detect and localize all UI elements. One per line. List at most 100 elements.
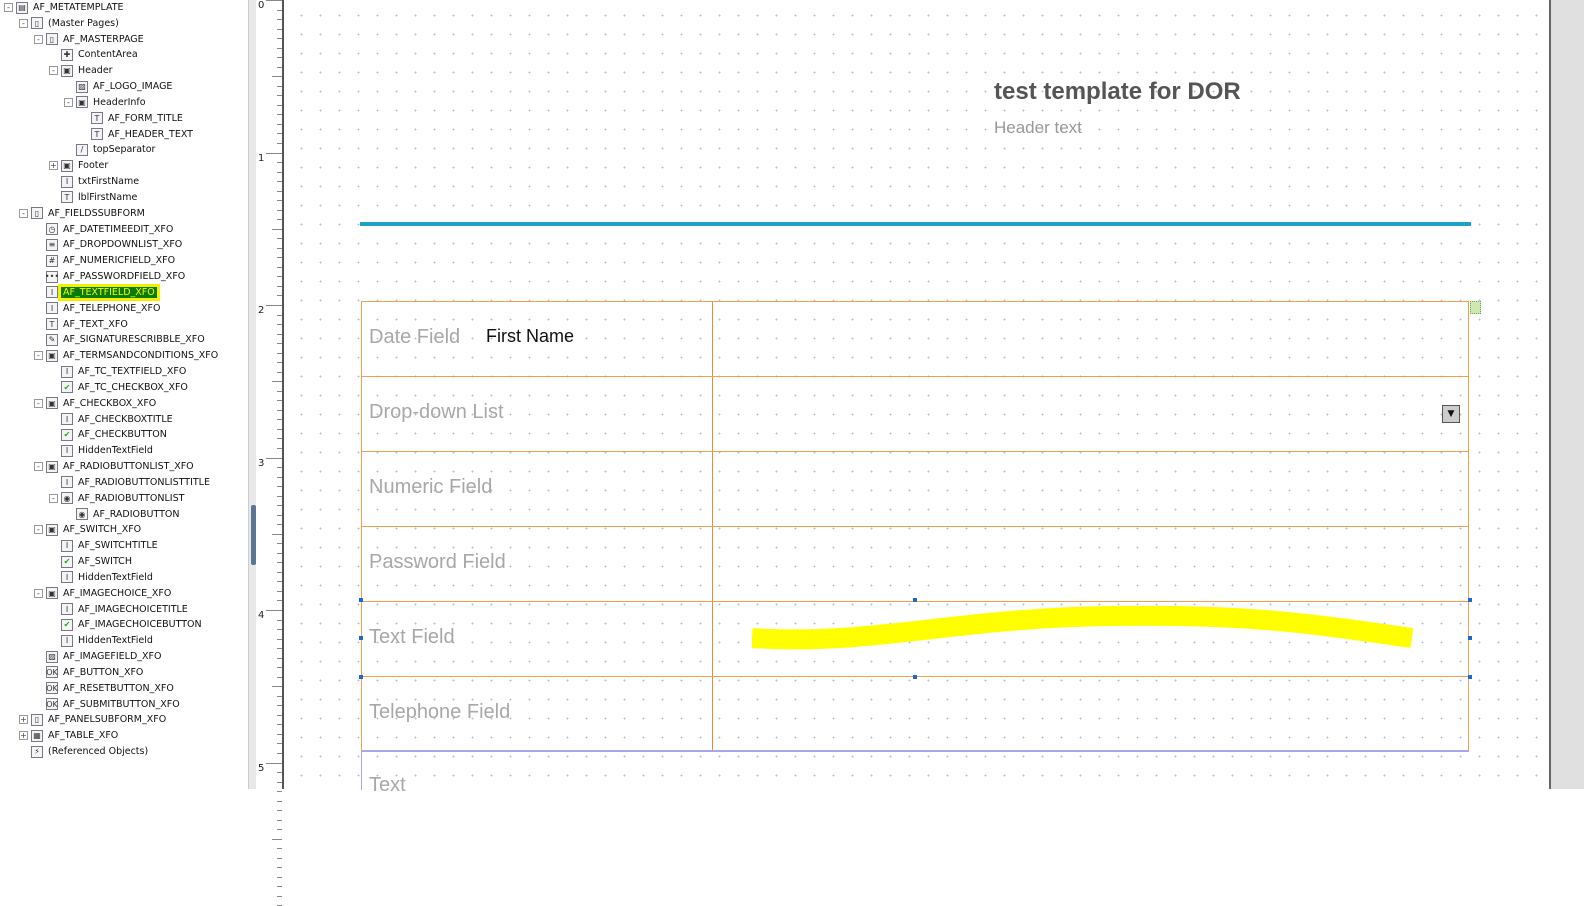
tree-item[interactable]: I HiddenTextField xyxy=(49,443,155,458)
selection-handle[interactable] xyxy=(913,675,917,679)
selection-handle[interactable] xyxy=(1468,675,1472,679)
tree-item[interactable]: - ▣ AF_IMAGECHOICE_XFO xyxy=(34,586,173,601)
tree-item[interactable]: I AF_IMAGECHOICETITLE xyxy=(49,602,190,617)
tree-item[interactable]: ▨ AF_IMAGEFIELD_XFO xyxy=(34,649,163,664)
collapse-icon[interactable]: - xyxy=(4,3,13,12)
form-field-row[interactable]: Numeric Field xyxy=(361,451,1469,526)
tree-item[interactable]: OK AF_RESETBUTTON_XFO xyxy=(34,681,176,696)
collapse-icon[interactable]: - xyxy=(19,208,28,218)
tree-item[interactable]: - ▤ AF_METATEMPLATE xyxy=(4,0,126,15)
dropdown-arrow-icon[interactable]: ▼ xyxy=(1442,405,1460,423)
tree-item[interactable]: T AF_HEADER_TEXT xyxy=(79,127,195,142)
tree-item[interactable]: - ▯ (Master Pages) xyxy=(19,16,121,31)
ruler-tick xyxy=(277,848,282,850)
collapse-icon[interactable]: - xyxy=(49,66,58,76)
tree-item[interactable]: + ▯ AF_PANELSUBFORM_XFO xyxy=(19,712,168,727)
panel-splitter[interactable] xyxy=(248,0,256,789)
subform-marker-icon[interactable] xyxy=(1470,301,1481,314)
tree-item[interactable]: - ▯ AF_FIELDSSUBFORM xyxy=(19,206,147,221)
tree-item[interactable]: ◷ AF_DATETIMEEDIT_XFO xyxy=(34,222,175,237)
tree-item[interactable]: - ▣ HeaderInfo xyxy=(64,95,148,110)
ruler-tick xyxy=(266,152,282,154)
collapse-icon[interactable]: - xyxy=(34,34,43,44)
form-title[interactable]: test template for DOR xyxy=(994,78,1241,105)
collapse-icon[interactable]: - xyxy=(64,97,73,107)
design-canvas[interactable]: test template for DOR Header text Date F… xyxy=(286,0,1549,796)
tree-item[interactable]: OK AF_BUTTON_XFO xyxy=(34,665,145,680)
expand-icon[interactable]: + xyxy=(49,161,58,171)
right-scroll-area[interactable] xyxy=(1549,0,1584,789)
tree-item[interactable]: I AF_TC_TEXTFIELD_XFO xyxy=(49,364,188,379)
tree-item[interactable]: T AF_FORM_TITLE xyxy=(79,111,185,126)
selection-handle[interactable] xyxy=(359,675,363,679)
first-name-label[interactable]: First Name xyxy=(486,326,575,346)
tree-item[interactable]: ⚡ (Referenced Objects) xyxy=(19,744,150,759)
ruler-tick xyxy=(266,610,282,611)
tree-item[interactable]: ▨ AF_LOGO_IMAGE xyxy=(64,79,174,94)
tree-item-label: AF_IMAGECHOICETITLE xyxy=(78,603,188,615)
tree-item[interactable]: - ▣ AF_SWITCH_XFO xyxy=(34,522,143,537)
ruler-tick xyxy=(277,829,282,831)
form-field-row[interactable]: Text xyxy=(361,750,1469,796)
ruler-tick xyxy=(277,886,282,888)
tree-item[interactable]: ✔ AF_CHECKBUTTON xyxy=(49,427,169,442)
form-field-row[interactable]: Password Field xyxy=(361,526,1469,601)
tree-item[interactable]: - ▣ AF_CHECKBOX_XFO xyxy=(34,396,158,411)
collapse-icon[interactable]: - xyxy=(49,493,58,503)
header-text[interactable]: Header text xyxy=(994,118,1082,137)
tree-item[interactable]: T AF_TEXT_XFO xyxy=(34,317,130,332)
expand-icon[interactable]: + xyxy=(19,715,28,725)
tree-item[interactable]: I AF_SWITCHTITLE xyxy=(49,538,160,553)
tree-item-label: AF_PANELSUBFORM_XFO xyxy=(48,714,167,726)
selection-handle[interactable] xyxy=(359,636,363,640)
collapse-icon[interactable]: - xyxy=(34,462,43,472)
tree-item[interactable]: ≡ AF_DROPDOWNLIST_XFO xyxy=(34,237,184,252)
page-icon: ▯ xyxy=(31,713,43,726)
ruler-tick xyxy=(277,486,282,488)
tree-item[interactable]: + ▦ AF_TABLE_XFO xyxy=(19,728,120,743)
expand-icon[interactable]: + xyxy=(19,731,28,741)
tree-item[interactable]: - ◉ AF_RADIOBUTTONLIST xyxy=(49,491,186,506)
tree-item[interactable]: ✔ AF_IMAGECHOICEBUTTON xyxy=(49,617,204,632)
collapse-icon[interactable]: - xyxy=(34,525,43,535)
tree-item[interactable]: I HiddenTextField xyxy=(49,633,155,648)
form-field-row[interactable]: Drop-down List xyxy=(361,376,1469,451)
selection-handle[interactable] xyxy=(1468,636,1472,640)
subform-icon: ▣ xyxy=(46,397,58,410)
ruler-tick xyxy=(277,333,282,335)
tree-item[interactable]: / topSeparator xyxy=(64,142,157,157)
selection-handle[interactable] xyxy=(913,598,917,602)
tree-item[interactable]: - ▣ AF_RADIOBUTTONLIST_XFO xyxy=(34,459,196,474)
tree-item-label: AF_SWITCH_XFO xyxy=(63,524,142,536)
tree-item-label: ContentArea xyxy=(78,49,138,61)
tree-item[interactable]: + ▣ Footer xyxy=(49,158,110,173)
tree-item[interactable]: ◉ AF_RADIOBUTTON xyxy=(64,507,182,522)
tree-item[interactable]: I AF_TELEPHONE_XFO xyxy=(34,301,162,316)
tree-item[interactable]: ✔ AF_SWITCH xyxy=(49,554,134,569)
tree-item[interactable]: ✎ AF_SIGNATURESCRIBBLE_XFO xyxy=(34,332,207,347)
selection-handle[interactable] xyxy=(1468,598,1472,602)
collapse-icon[interactable]: - xyxy=(19,18,28,28)
selection-handle[interactable] xyxy=(359,598,363,602)
tree-item[interactable]: ✔ AF_TC_CHECKBOX_XFO xyxy=(49,380,190,395)
tree-item[interactable]: # AF_NUMERICFIELD_XFO xyxy=(34,253,177,268)
tree-item[interactable]: - ▯ AF_MASTERPAGE xyxy=(34,32,146,47)
tree-item[interactable]: I AF_RADIOBUTTONLISTTITLE xyxy=(49,475,212,490)
form-field-row[interactable]: Telephone Field xyxy=(361,676,1469,751)
collapse-icon[interactable]: - xyxy=(34,351,43,361)
tree-item[interactable]: - ▣ Header xyxy=(49,63,115,78)
top-separator[interactable] xyxy=(360,222,1471,226)
collapse-icon[interactable]: - xyxy=(34,588,43,598)
tree-item[interactable]: ✚ ContentArea xyxy=(49,47,140,62)
tree-item[interactable]: I AF_TEXTFIELD_XFO xyxy=(34,283,160,301)
tree-item[interactable]: I AF_CHECKBOXTITLE xyxy=(49,412,175,427)
tree-item[interactable]: - ▣ AF_TERMSANDCONDITIONS_XFO xyxy=(34,348,220,363)
splitter-grip[interactable] xyxy=(251,505,256,565)
tree-item[interactable]: OK AF_SUBMITBUTTON_XFO xyxy=(34,697,182,712)
form-field-row[interactable]: Date Field xyxy=(361,301,1469,376)
collapse-icon[interactable]: - xyxy=(34,398,43,408)
tree-item[interactable]: ••• AF_PASSWORDFIELD_XFO xyxy=(34,269,187,284)
tree-item[interactable]: I HiddenTextField xyxy=(49,570,155,585)
